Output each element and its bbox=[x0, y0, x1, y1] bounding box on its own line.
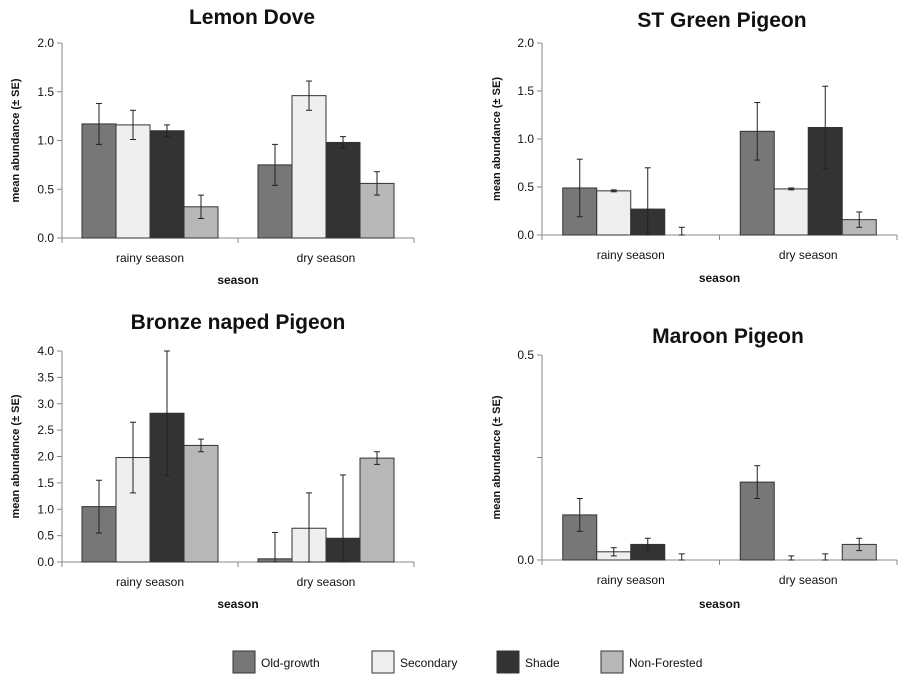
y-tick-label: 2.0 bbox=[517, 36, 534, 50]
y-tick-label: 1.0 bbox=[37, 502, 54, 516]
y-tick-label: 0.0 bbox=[37, 555, 54, 569]
legend-swatch bbox=[371, 650, 395, 674]
y-tick-label: 2.0 bbox=[37, 36, 54, 50]
x-tick-label: rainy season bbox=[597, 573, 665, 587]
x-tick-label: rainy season bbox=[116, 251, 184, 265]
legend-label: Old-growth bbox=[261, 656, 320, 670]
bar bbox=[149, 130, 185, 239]
y-tick-label: 3.0 bbox=[37, 397, 54, 411]
y-axis-label: mean abundance (± SE) bbox=[10, 78, 22, 202]
x-tick-label: dry season bbox=[297, 251, 356, 265]
x-tick-label: dry season bbox=[779, 248, 838, 262]
bar bbox=[325, 141, 361, 239]
y-tick-label: 3.5 bbox=[37, 370, 54, 384]
x-tick-label: rainy season bbox=[597, 248, 665, 262]
x-axis-label: season bbox=[217, 273, 258, 287]
y-tick-label: 0.0 bbox=[517, 228, 534, 242]
y-tick-label: 2.5 bbox=[37, 423, 54, 437]
bar bbox=[359, 457, 395, 563]
x-tick-label: rainy season bbox=[116, 575, 184, 589]
x-axis-label: season bbox=[217, 597, 258, 611]
bar bbox=[596, 190, 632, 236]
y-axis-label: mean abundance (± SE) bbox=[491, 77, 503, 201]
legend-swatch bbox=[232, 650, 256, 674]
bar bbox=[183, 444, 219, 563]
legend-swatch bbox=[496, 650, 520, 674]
y-tick-label: 0.0 bbox=[37, 231, 54, 245]
y-tick-label: 2.0 bbox=[37, 450, 54, 464]
y-tick-label: 0.0 bbox=[517, 553, 534, 567]
x-axis-label: season bbox=[699, 271, 740, 285]
y-axis-label: mean abundance (± SE) bbox=[10, 394, 22, 518]
y-tick-label: 1.0 bbox=[37, 134, 54, 148]
y-tick-label: 1.5 bbox=[37, 476, 54, 490]
y-axis-label: mean abundance (± SE) bbox=[491, 395, 503, 519]
x-tick-label: dry season bbox=[779, 573, 838, 587]
y-tick-label: 1.0 bbox=[517, 132, 534, 146]
x-tick-label: dry season bbox=[297, 575, 356, 589]
y-tick-label: 4.0 bbox=[37, 344, 54, 358]
legend-swatch bbox=[600, 650, 624, 674]
bar bbox=[773, 188, 809, 236]
x-axis-label: season bbox=[699, 597, 740, 611]
bar bbox=[115, 124, 151, 239]
legend-label: Non-Forested bbox=[629, 656, 702, 670]
chart-title: ST Green Pigeon bbox=[637, 9, 806, 32]
y-tick-label: 0.5 bbox=[37, 182, 54, 196]
legend-label: Shade bbox=[525, 656, 560, 670]
y-tick-label: 0.5 bbox=[517, 348, 534, 362]
y-tick-label: 0.5 bbox=[517, 180, 534, 194]
chart-title: Lemon Dove bbox=[189, 6, 315, 29]
y-tick-label: 0.5 bbox=[37, 529, 54, 543]
legend-label: Secondary bbox=[400, 656, 457, 670]
chart-title: Bronze naped Pigeon bbox=[131, 311, 346, 334]
y-tick-label: 1.5 bbox=[517, 84, 534, 98]
bar bbox=[291, 95, 327, 239]
y-tick-label: 1.5 bbox=[37, 85, 54, 99]
chart-title: Maroon Pigeon bbox=[652, 325, 804, 348]
